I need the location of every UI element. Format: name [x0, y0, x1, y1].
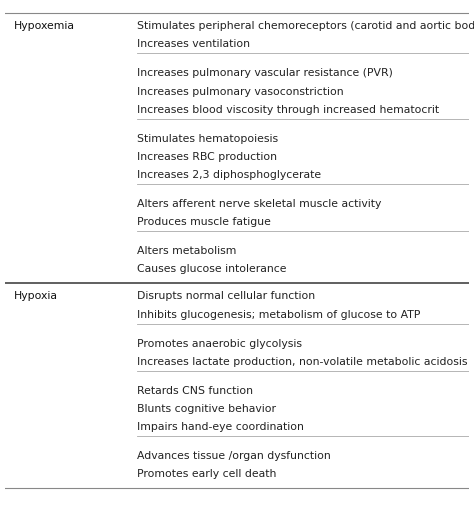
Text: Inhibits glucogenesis; metabolism of glucose to ATP: Inhibits glucogenesis; metabolism of glu… [137, 309, 420, 320]
Text: Increases pulmonary vasoconstriction: Increases pulmonary vasoconstriction [137, 87, 344, 96]
Text: Promotes anaerobic glycolysis: Promotes anaerobic glycolysis [137, 339, 302, 349]
Text: Disrupts normal cellular function: Disrupts normal cellular function [137, 291, 315, 302]
Text: Alters afferent nerve skeletal muscle activity: Alters afferent nerve skeletal muscle ac… [137, 199, 382, 209]
Text: Hypoxia: Hypoxia [14, 291, 58, 302]
Text: Advances tissue /organ dysfunction: Advances tissue /organ dysfunction [137, 451, 331, 461]
Text: Impairs hand-eye coordination: Impairs hand-eye coordination [137, 422, 304, 432]
Text: Increases pulmonary vascular resistance (PVR): Increases pulmonary vascular resistance … [137, 68, 393, 78]
Text: Produces muscle fatigue: Produces muscle fatigue [137, 217, 271, 227]
Text: Increases RBC production: Increases RBC production [137, 152, 277, 162]
Text: Stimulates hematopoiesis: Stimulates hematopoiesis [137, 134, 278, 144]
Text: Alters metabolism: Alters metabolism [137, 246, 237, 256]
Text: Increases 2,3 diphosphoglycerate: Increases 2,3 diphosphoglycerate [137, 170, 321, 180]
Text: Blunts cognitive behavior: Blunts cognitive behavior [137, 404, 276, 414]
Text: Increases ventilation: Increases ventilation [137, 39, 250, 49]
Text: Increases blood viscosity through increased hematocrit: Increases blood viscosity through increa… [137, 105, 439, 114]
Text: Increases lactate production, non-volatile metabolic acidosis: Increases lactate production, non-volati… [137, 357, 468, 367]
Text: Promotes early cell death: Promotes early cell death [137, 469, 276, 479]
Text: Causes glucose intolerance: Causes glucose intolerance [137, 265, 287, 274]
Text: Retards CNS function: Retards CNS function [137, 386, 253, 396]
Text: Stimulates peripheral chemoreceptors (carotid and aortic bodies): Stimulates peripheral chemoreceptors (ca… [137, 21, 474, 31]
Text: Hypoxemia: Hypoxemia [14, 21, 75, 31]
